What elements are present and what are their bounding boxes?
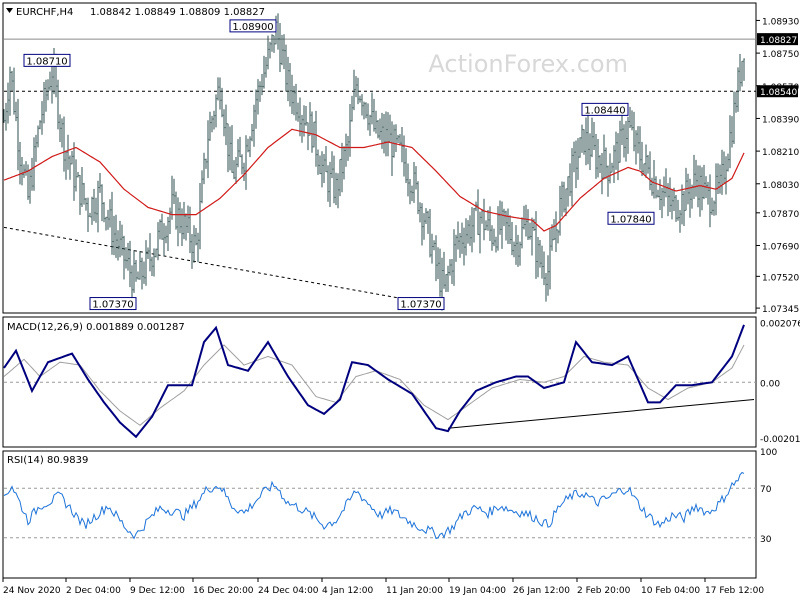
price-axis-marker-text: 1.08540 xyxy=(760,88,797,98)
time-axis: 24 Nov 2020 2 Dec 04:00 9 Dec 12:00 16 Dec … xyxy=(2,578,764,596)
price-pane-frame xyxy=(2,2,757,314)
time-axis-label: 24 Nov 2020 xyxy=(3,586,61,596)
price-axis-label: 1.07870 xyxy=(762,210,799,220)
price-callout-box xyxy=(229,19,277,33)
macd-axis: 0.002076 0.00 -0.002016 xyxy=(760,320,800,445)
rsi-line xyxy=(3,471,745,540)
rsi-axis-label: 100 xyxy=(760,448,777,458)
price-callout-text: 1.07840 xyxy=(610,214,651,225)
macd-axis-label: 0.00 xyxy=(760,379,780,389)
price-callout-box xyxy=(89,297,137,311)
price-callout-box xyxy=(397,297,445,311)
symbol-label: EURCHF,H4 xyxy=(16,7,73,18)
time-axis-label: 10 Feb 04:00 xyxy=(641,586,700,596)
rsi-axis-label: 70 xyxy=(760,485,772,495)
price-callout-text: 1.08440 xyxy=(584,105,625,116)
macd-title: MACD(12,26,9) 0.001889 0.001287 xyxy=(7,322,185,333)
price-axis-label: 1.07520 xyxy=(762,273,799,283)
price-callout-box xyxy=(581,102,629,116)
macd-pane xyxy=(3,324,756,439)
rsi-pane-frame xyxy=(2,450,757,579)
time-axis-label: 17 Feb 12:00 xyxy=(705,586,764,596)
dropdown-triangle-icon[interactable] xyxy=(6,8,13,13)
time-axis-label: 16 Dec 20:00 xyxy=(193,586,254,596)
macd-signal-line xyxy=(3,344,745,426)
price-axis-label: 1.08930 xyxy=(762,17,799,27)
price-callout-text: 1.08710 xyxy=(26,56,67,67)
price-axis-label: 1.07690 xyxy=(762,242,799,252)
moving-average-line xyxy=(3,128,745,232)
price-axis-label: 1.08210 xyxy=(762,148,799,158)
price-callout: 1.07370 xyxy=(89,297,137,311)
price-axis-label: 1.08390 xyxy=(762,115,799,125)
price-axis-label: 1.07345 xyxy=(762,305,799,315)
price-callout: 1.07840 xyxy=(607,211,655,225)
time-axis-label: 2 Dec 04:00 xyxy=(66,586,121,596)
macd-line xyxy=(3,324,745,439)
time-axis-label: 2 Feb 20:00 xyxy=(577,586,631,596)
rsi-axis: 100 70 30 xyxy=(760,448,777,545)
time-axis-label: 19 Jan 04:00 xyxy=(449,586,506,596)
price-callout: 1.08900 xyxy=(229,19,277,33)
price-axis-label: 1.08030 xyxy=(762,181,799,191)
price-pane: 1.08900 1.08710 1.08440 1.07840 1.07370 1.073… xyxy=(3,13,756,311)
rsi-title: RSI(14) 80.9839 xyxy=(7,455,88,466)
price-callout-text: 1.08900 xyxy=(232,22,273,33)
price-axis: 1.089301.087501.085701.083901.082101.080… xyxy=(756,17,799,315)
price-callout-box xyxy=(23,53,71,67)
macd-axis-label: -0.002016 xyxy=(760,435,800,445)
macd-pane-frame xyxy=(2,316,757,448)
price-callout-box xyxy=(607,211,655,225)
price-callout: 1.07370 xyxy=(397,297,445,311)
support-trendline xyxy=(3,226,441,306)
macd-trendline xyxy=(447,399,755,429)
macd-axis-label: 0.002076 xyxy=(760,320,800,330)
price-callout: 1.08440 xyxy=(581,102,629,116)
price-callout: 1.08710 xyxy=(23,53,71,67)
price-axis-label: 1.08750 xyxy=(762,50,799,60)
time-axis-label: 24 Dec 04:00 xyxy=(258,586,319,596)
price-axis-marker-text: 1.08827 xyxy=(760,36,797,46)
price-axis-marker xyxy=(757,85,798,98)
watermark: ActionForex.com xyxy=(428,50,628,78)
price-axis-marker xyxy=(757,33,798,46)
time-axis-label: 4 Jan 12:00 xyxy=(322,586,374,596)
time-axis-label: 11 Jan 20:00 xyxy=(386,586,443,596)
ohlc-readout: 1.08842 1.08849 1.08809 1.08827 xyxy=(90,7,265,18)
price-callout-text: 1.07370 xyxy=(400,300,441,311)
time-axis-label: 9 Dec 12:00 xyxy=(130,586,185,596)
rsi-pane xyxy=(3,471,756,540)
rsi-axis-label: 30 xyxy=(760,535,772,545)
time-axis-label: 26 Jan 12:00 xyxy=(513,586,570,596)
price-callout-text: 1.07370 xyxy=(92,300,133,311)
